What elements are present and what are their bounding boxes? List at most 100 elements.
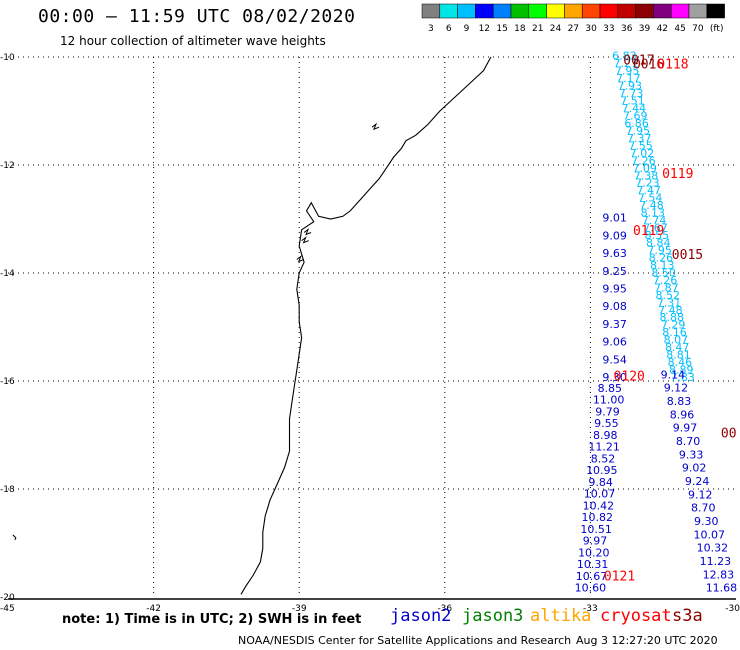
color-scale-label: 18 [514, 24, 526, 34]
color-scale-label: 12 [479, 24, 490, 34]
wave-height-value: 7.95 [626, 124, 651, 137]
color-swatch [475, 3, 494, 19]
map-grid [8, 57, 736, 597]
color-scale-label: 30 [585, 24, 597, 34]
wave-height-value: 7.73 [619, 87, 644, 100]
wave-height-value: 9.14 [661, 368, 686, 381]
wave-height-value: 9.84 [588, 476, 613, 489]
wave-height-value: 11.21 [588, 441, 620, 454]
color-scale-label: (ft) [710, 24, 724, 34]
wave-height-value: 8.47 [665, 341, 690, 354]
latitude-label: -14 [0, 269, 15, 279]
wave-height-value: 7.27 [613, 57, 638, 70]
wave-height-value: 9.06 [602, 336, 627, 349]
color-scale-bar: 3 6 9 12 15 18 21 24 27 30 33 36 39 42 45 70 (ft) [421, 3, 725, 34]
wave-height-value: 7.37 [627, 132, 652, 145]
longitude-label: -36 [437, 604, 452, 614]
wave-height-value: 9.24 [685, 475, 710, 488]
page-subtitle: 12 hour collection of altimeter wave hei… [60, 34, 326, 48]
wave-height-value: 9.97 [583, 535, 608, 548]
wave-height-value: 10.07 [694, 528, 726, 541]
wave-height-value: 9.12 [688, 488, 713, 501]
color-scale-label: 45 [674, 24, 685, 34]
wave-height-value: 9.01 [602, 212, 627, 225]
wave-height-value: 9.12 [664, 382, 689, 395]
wave-height-value: 7.29 [661, 319, 686, 332]
wave-height-value: 8.96 [670, 408, 695, 421]
wave-height-value: 9.79 [595, 405, 620, 418]
wave-height-value: 10.31 [577, 558, 609, 571]
coastline-detail [301, 236, 309, 244]
wave-height-value: 7.44 [622, 102, 647, 115]
color-swatch [599, 3, 619, 19]
legend-jason2: jason2 [390, 606, 452, 626]
wave-height-value: 9.02 [682, 462, 707, 475]
wave-height-value: 7.93 [618, 80, 643, 93]
wave-height-value: 8.16 [662, 326, 687, 339]
pass-time-label: 0120 [614, 370, 645, 385]
wave-height-value: 9.30 [694, 515, 719, 528]
longitude-label: -33 [583, 604, 598, 614]
coastline-detail [303, 228, 312, 236]
wave-height-value: 9.37 [602, 318, 627, 331]
wave-height-value: 8.88 [660, 311, 685, 324]
wave-height-value: 7.48 [639, 199, 664, 212]
pass-time-label: 0017 [623, 54, 654, 69]
wave-height-value: 8.84 [646, 237, 671, 250]
wave-height-value: 7.95 [647, 244, 672, 257]
page-title: 00:00 – 11:59 UTC 08/02/2020 [38, 6, 356, 27]
wave-height-value: 8.70 [691, 502, 716, 515]
wave-height-value: 7.87 [654, 281, 679, 294]
latitude-label: -20 [0, 593, 15, 603]
color-swatch [635, 3, 654, 19]
color-scale-label: 42 [657, 24, 668, 34]
map-frame [8, 56, 736, 600]
coastline [12, 56, 492, 595]
wave-height-value: 8.55 [645, 229, 670, 242]
wave-height-value: 8.83 [667, 395, 692, 408]
pass-time-label: 0119 [662, 167, 693, 182]
wave-height-value: 8.26 [649, 251, 674, 264]
coastline-detail [371, 122, 380, 131]
latitude-label: -12 [0, 161, 15, 171]
wave-height-value: 7.83 [670, 371, 695, 384]
wave-height-value: 7.17 [616, 72, 641, 85]
wave-height-value: 9.08 [602, 300, 627, 313]
legend-cryosat: cryosat [600, 606, 672, 626]
color-swatch [688, 3, 708, 19]
wave-height-value: 6.83 [612, 50, 637, 63]
wave-height-value: 9.95 [602, 283, 627, 296]
latitude-label: -10 [0, 53, 15, 63]
wave-height-value: 10.67 [576, 570, 608, 583]
wave-height-value: 8.46 [668, 356, 693, 369]
wave-height-value: 10.07 [584, 488, 616, 501]
wave-height-value: 8.13 [641, 207, 666, 220]
wave-height-value: 10.60 [575, 582, 607, 595]
pass-time-label: 0016 [633, 57, 664, 72]
color-scale-label: 36 [621, 24, 633, 34]
island-mark [12, 534, 17, 541]
wave-height-value: 8.52 [591, 452, 616, 465]
color-swatch [492, 3, 512, 19]
color-scale-label: 27 [568, 24, 579, 34]
color-scale-label: 21 [532, 24, 543, 34]
color-scale-label: 24 [550, 24, 562, 34]
footer-timestamp: Aug 3 12:27:20 UTC 2020 [576, 634, 718, 647]
color-swatch [617, 3, 636, 19]
wave-height-value: 9.25 [602, 265, 627, 278]
footer-note: note: 1) Time is in UTC; 2) SWH is in fe… [62, 612, 362, 627]
longitude-label: -39 [292, 604, 307, 614]
wave-height-value: 7.47 [637, 184, 662, 197]
wave-height-value: 8.70 [676, 435, 701, 448]
color-scale-label: 39 [639, 24, 651, 34]
wave-height-value: 6.86 [624, 117, 649, 130]
wave-height-value: 7.51 [620, 95, 645, 108]
wave-height-value: 7.95 [615, 65, 640, 78]
wave-height-value: 9.30 [602, 371, 627, 384]
legend-jason3: jason3 [462, 606, 524, 626]
wave-height-value: 7.54 [638, 192, 663, 205]
wave-height-value: 9.09 [602, 229, 627, 242]
color-swatch [510, 3, 530, 19]
